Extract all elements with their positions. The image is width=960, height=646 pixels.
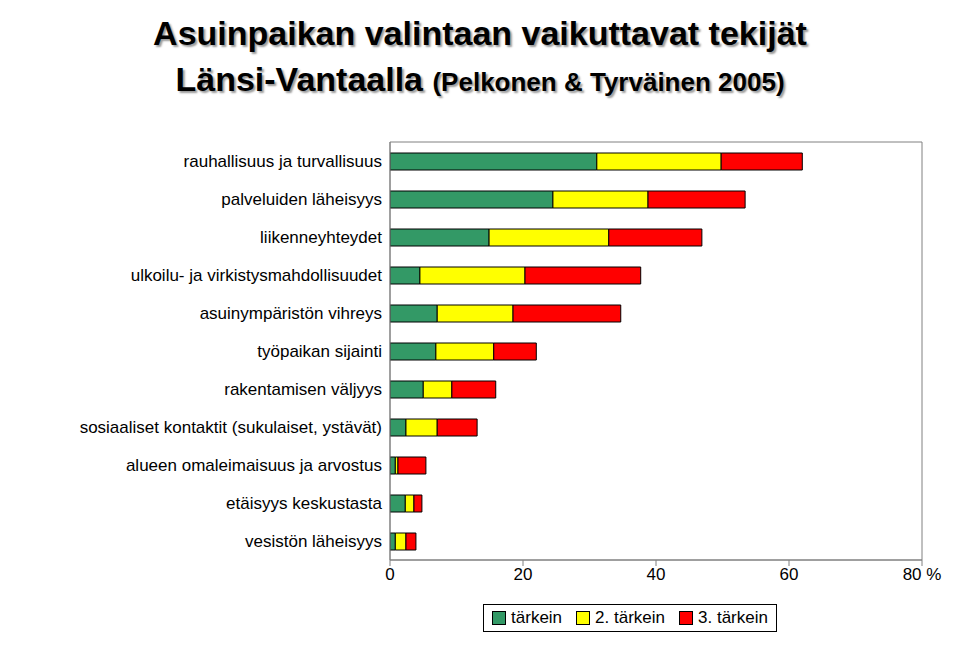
svg-text:60: 60 [780,565,799,584]
html-text:3. tärkein: 3. tärkein [698,608,768,627]
svg-text:0: 0 [385,565,394,584]
svg-text:sosiaaliset kontaktit (sukulai: sosiaaliset kontaktit (sukulaiset, ystäv… [80,418,382,437]
svg-text:asuinympäristön vihreys: asuinympäristön vihreys [200,304,382,323]
svg-text:etäisyys keskustasta: etäisyys keskustasta [226,494,382,513]
html-text:tärkein: tärkein [511,608,563,627]
html-text:Asuinpaikan valintaan vaikutta: Asuinpaikan valintaan vaikuttavat tekijä… [153,14,807,52]
svg-text:työpaikan sijainti: työpaikan sijainti [257,342,382,361]
svg-text:ulkoilu- ja virkistysmahdollis: ulkoilu- ja virkistysmahdollisuudet [131,266,383,285]
svg-text:20: 20 [514,565,533,584]
svg-text:rauhallisuus ja turvallisuus: rauhallisuus ja turvallisuus [184,152,382,171]
svg-text:liikenneyhteydet: liikenneyhteydet [260,228,382,247]
svg-text:vesistön läheisyys: vesistön läheisyys [245,532,382,551]
html-text:Länsi-Vantaalla (Pelkonen & Ty: Länsi-Vantaalla (Pelkonen & Tyrväinen 20… [175,60,785,98]
svg-text:80 %: 80 % [903,565,942,584]
svg-text:alueen omaleimaisuus ja arvost: alueen omaleimaisuus ja arvostus [126,456,382,475]
html-text:2. tärkein: 2. tärkein [595,608,665,627]
svg-text:40: 40 [647,565,666,584]
svg-text:palveluiden läheisyys: palveluiden läheisyys [221,190,382,209]
svg-text:rakentamisen väljyys: rakentamisen väljyys [224,380,382,399]
